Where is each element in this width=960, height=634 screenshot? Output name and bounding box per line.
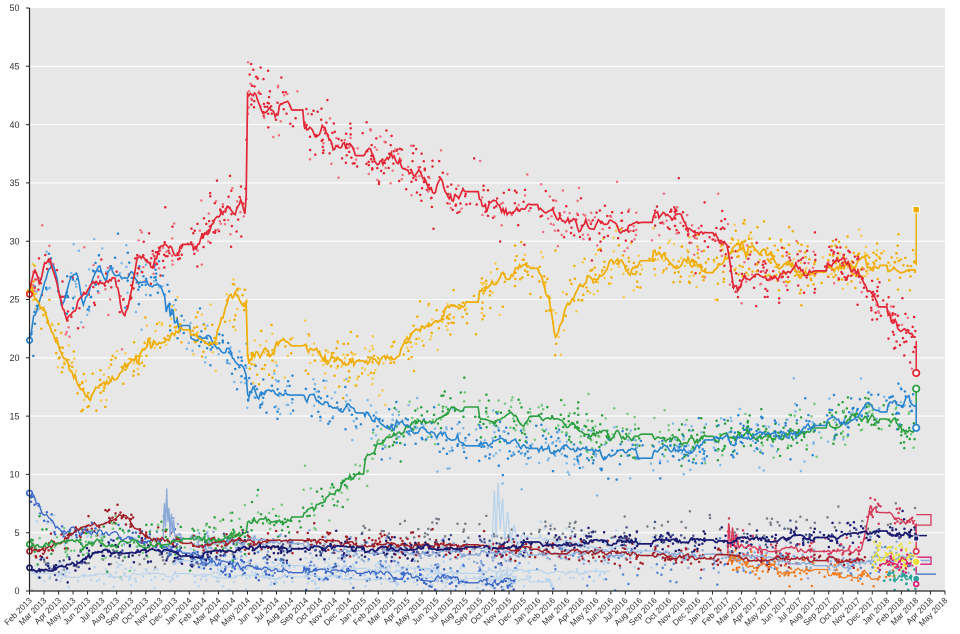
svg-text:15: 15 xyxy=(9,411,19,421)
svg-text:10: 10 xyxy=(9,470,19,480)
svg-text:35: 35 xyxy=(9,178,19,188)
svg-text:30: 30 xyxy=(9,236,19,246)
svg-text:5: 5 xyxy=(14,528,19,538)
svg-text:45: 45 xyxy=(9,62,19,72)
svg-text:50: 50 xyxy=(9,3,19,13)
svg-text:20: 20 xyxy=(9,353,19,363)
svg-text:40: 40 xyxy=(9,120,19,130)
svg-text:25: 25 xyxy=(9,295,19,305)
svg-text:0: 0 xyxy=(14,586,19,596)
